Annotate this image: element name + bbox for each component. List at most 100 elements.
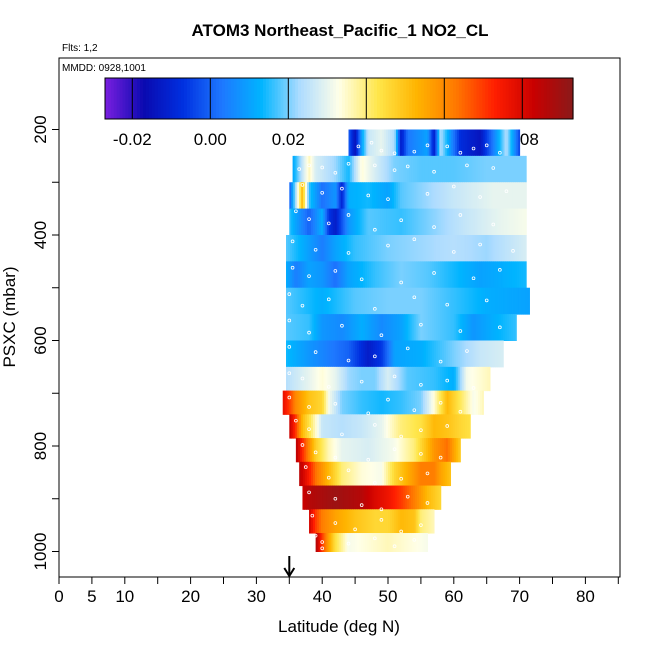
heatmap-cell bbox=[342, 461, 346, 487]
heatmap-cell bbox=[416, 485, 420, 510]
heatmap-cell bbox=[337, 287, 340, 315]
heatmap-cell bbox=[455, 438, 459, 463]
heatmap-cell bbox=[364, 182, 367, 210]
heatmap-cell bbox=[424, 235, 427, 262]
heatmap-cell bbox=[324, 208, 328, 236]
heatmap-cell bbox=[336, 485, 339, 510]
heatmap-cell bbox=[363, 155, 367, 183]
colorbar-swatch bbox=[438, 78, 442, 119]
heatmap-cell bbox=[459, 314, 463, 341]
heatmap-cell bbox=[430, 261, 433, 289]
heatmap-cell bbox=[445, 340, 449, 368]
colorbar-swatch bbox=[429, 78, 434, 119]
heatmap-cell bbox=[378, 261, 382, 289]
colorbar-swatch bbox=[377, 78, 381, 119]
heatmap-cell bbox=[287, 366, 291, 392]
heatmap-cell bbox=[380, 314, 384, 341]
observation-point bbox=[294, 209, 298, 214]
heatmap-cell bbox=[399, 414, 403, 439]
observation-point bbox=[353, 527, 357, 532]
heatmap-cell bbox=[345, 438, 348, 463]
heatmap-cell bbox=[347, 235, 350, 262]
observation-point bbox=[425, 471, 430, 476]
colorbar-swatch bbox=[172, 78, 176, 119]
heatmap-cell bbox=[477, 287, 480, 315]
heatmap-cell bbox=[526, 182, 527, 210]
heatmap-cell bbox=[360, 461, 363, 487]
heatmap-cell bbox=[348, 461, 351, 487]
heatmap-cell bbox=[312, 390, 315, 415]
colorbar-swatch bbox=[230, 78, 235, 119]
heatmap-cell bbox=[400, 438, 403, 463]
heatmap-cell bbox=[433, 461, 436, 487]
heatmap-cell bbox=[331, 533, 334, 552]
heatmap-cell bbox=[295, 314, 299, 341]
heatmap-cell bbox=[321, 261, 325, 289]
heatmap-cell bbox=[361, 235, 364, 262]
heatmap-cell bbox=[324, 509, 328, 534]
heatmap-cell bbox=[520, 287, 524, 315]
heatmap-cell bbox=[504, 182, 507, 210]
heatmap-cell bbox=[472, 208, 476, 236]
observation-point bbox=[359, 503, 364, 507]
heatmap-cell bbox=[399, 485, 402, 510]
heatmap-cell bbox=[382, 366, 386, 392]
colorbar-swatch bbox=[359, 78, 363, 119]
heatmap-cell bbox=[333, 235, 336, 262]
heatmap-cell bbox=[483, 261, 486, 289]
heatmap-cell bbox=[347, 155, 351, 183]
heatmap-cell bbox=[441, 235, 445, 262]
observation-point bbox=[419, 322, 423, 327]
x-axis-label: Latitude (deg N) bbox=[278, 617, 400, 636]
heatmap-cell bbox=[395, 129, 399, 157]
heatmap-cell bbox=[352, 461, 355, 487]
heatmap-cell bbox=[524, 235, 527, 262]
heatmap-cell bbox=[335, 533, 338, 552]
heatmap-cell bbox=[484, 208, 488, 236]
heatmap-cell bbox=[361, 485, 365, 510]
heatmap-cell bbox=[351, 366, 354, 392]
heatmap-cell bbox=[507, 235, 510, 262]
heatmap-cell bbox=[329, 438, 332, 463]
heatmap-cell bbox=[344, 461, 348, 487]
heatmap-cell bbox=[439, 461, 442, 487]
heatmap-cell bbox=[359, 366, 362, 392]
heatmap-cell bbox=[410, 366, 413, 392]
heatmap-cell bbox=[357, 438, 360, 463]
heatmap-cell bbox=[399, 509, 403, 534]
colorbar-swatch bbox=[151, 78, 156, 119]
heatmap-cell bbox=[347, 340, 350, 368]
heatmap-cell bbox=[438, 314, 441, 341]
heatmap-cell bbox=[422, 340, 425, 368]
heatmap-cell bbox=[402, 314, 405, 341]
observation-point bbox=[307, 217, 311, 221]
heatmap-cell bbox=[388, 461, 391, 487]
heatmap-cell bbox=[429, 129, 432, 157]
heatmap-cell bbox=[376, 533, 380, 552]
heatmap-cell bbox=[495, 314, 498, 341]
heatmap-cell bbox=[436, 340, 439, 368]
heatmap-cell bbox=[487, 287, 490, 315]
heatmap-cell bbox=[400, 314, 403, 341]
heatmap-cell bbox=[405, 129, 409, 157]
heatmap-cell bbox=[497, 235, 500, 262]
heatmap-cell bbox=[409, 390, 412, 415]
heatmap-cell bbox=[412, 533, 415, 552]
heatmap-cell bbox=[397, 390, 400, 415]
heatmap-cell bbox=[342, 414, 346, 439]
heatmap-cell bbox=[453, 287, 457, 315]
colorbar-swatch bbox=[482, 78, 486, 119]
heatmap-cell bbox=[330, 509, 334, 534]
heatmap-cell bbox=[359, 314, 362, 341]
heatmap-cell bbox=[354, 509, 357, 534]
colorbar-swatch bbox=[239, 78, 244, 119]
heatmap-cell bbox=[368, 340, 372, 368]
heatmap-cell bbox=[344, 509, 348, 534]
colorbar-swatch bbox=[461, 78, 466, 119]
heatmap-cell bbox=[346, 414, 350, 439]
heatmap-cell bbox=[468, 182, 472, 210]
heatmap-cell bbox=[382, 208, 385, 236]
heatmap-cell bbox=[314, 461, 318, 487]
heatmap-cell bbox=[351, 155, 355, 183]
heatmap-cell bbox=[339, 287, 342, 315]
